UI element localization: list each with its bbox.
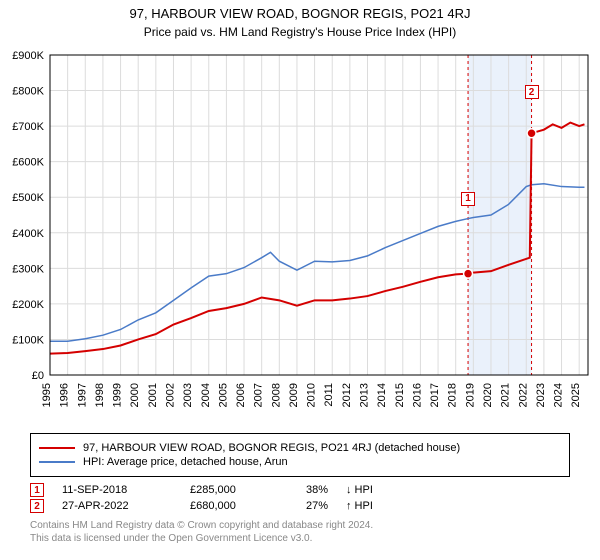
svg-text:1997: 1997 [76, 383, 88, 407]
svg-text:2018: 2018 [447, 383, 459, 407]
svg-text:2008: 2008 [270, 383, 282, 407]
line-chart-svg: £0 £100K £200K £300K £400K £500K £600K £700K £80… [0, 45, 600, 425]
legend: 97, HARBOUR VIEW ROAD, BOGNOR REGIS, PO2… [30, 433, 570, 477]
svg-text:2025: 2025 [570, 383, 582, 407]
sale-price: £285,000 [190, 484, 270, 496]
sale-marker: 1 [30, 483, 44, 497]
legend-label: HPI: Average price, detached house, Arun [83, 456, 288, 468]
legend-item: HPI: Average price, detached house, Arun [39, 456, 561, 468]
svg-text:£800K: £800K [12, 86, 44, 98]
svg-text:£200K: £200K [12, 299, 44, 311]
svg-text:£500K: £500K [12, 192, 44, 204]
legend-color-line [39, 461, 75, 463]
svg-text:2014: 2014 [376, 383, 388, 407]
sales-table: 1 11-SEP-2018 £285,000 38% ↓ HPI 2 27-APR-2022… [30, 483, 570, 513]
sale-date: 11-SEP-2018 [62, 484, 172, 496]
chart-area: £0 £100K £200K £300K £400K £500K £600K £700K £80… [0, 45, 600, 425]
svg-text:£600K: £600K [12, 157, 44, 169]
footnote-line-1: Contains HM Land Registry data © Crown c… [30, 519, 570, 532]
svg-text:£900K: £900K [12, 50, 44, 62]
svg-text:2001: 2001 [147, 383, 159, 407]
svg-text:2002: 2002 [164, 383, 176, 407]
sale-price: £680,000 [190, 500, 270, 512]
svg-text:2016: 2016 [411, 383, 423, 407]
footnote: Contains HM Land Registry data © Crown c… [30, 519, 570, 545]
svg-text:1995: 1995 [41, 383, 53, 407]
svg-text:£400K: £400K [12, 228, 44, 240]
sale-annotation: 2 [525, 85, 539, 99]
svg-text:£700K: £700K [12, 121, 44, 133]
footnote-line-2: This data is licensed under the Open Gov… [30, 532, 570, 545]
sale-direction: ↑ HPI [346, 500, 373, 512]
svg-text:£100K: £100K [12, 334, 44, 346]
svg-text:1998: 1998 [94, 383, 106, 407]
sale-direction: ↓ HPI [346, 484, 373, 496]
svg-text:2023: 2023 [535, 383, 547, 407]
svg-text:2007: 2007 [253, 383, 265, 407]
svg-text:2011: 2011 [323, 383, 335, 407]
svg-text:2022: 2022 [517, 383, 529, 407]
title-subtitle: Price paid vs. HM Land Registry's House … [0, 21, 600, 45]
svg-text:£300K: £300K [12, 263, 44, 275]
svg-text:2019: 2019 [464, 383, 476, 407]
svg-text:2003: 2003 [182, 383, 194, 407]
svg-text:1996: 1996 [59, 383, 71, 407]
svg-text:2020: 2020 [482, 383, 494, 407]
svg-text:2010: 2010 [306, 383, 318, 407]
legend-color-line [39, 447, 75, 449]
svg-text:£0: £0 [32, 370, 44, 382]
legend-item: 97, HARBOUR VIEW ROAD, BOGNOR REGIS, PO2… [39, 442, 561, 454]
svg-text:2015: 2015 [394, 383, 406, 407]
svg-text:2013: 2013 [359, 383, 371, 407]
sale-marker: 2 [30, 499, 44, 513]
sale-pct: 27% [288, 500, 328, 512]
sale-date: 27-APR-2022 [62, 500, 172, 512]
svg-text:2021: 2021 [500, 383, 512, 407]
svg-text:2005: 2005 [217, 383, 229, 407]
svg-text:2012: 2012 [341, 383, 353, 407]
title-address: 97, HARBOUR VIEW ROAD, BOGNOR REGIS, PO2… [0, 0, 600, 21]
legend-label: 97, HARBOUR VIEW ROAD, BOGNOR REGIS, PO2… [83, 442, 460, 454]
svg-text:2017: 2017 [429, 383, 441, 407]
svg-text:2006: 2006 [235, 383, 247, 407]
sale-annotation: 1 [461, 192, 475, 206]
svg-text:2024: 2024 [553, 383, 565, 407]
svg-text:2004: 2004 [200, 383, 212, 407]
sale-pct: 38% [288, 484, 328, 496]
svg-text:2000: 2000 [129, 383, 141, 407]
svg-text:2009: 2009 [288, 383, 300, 407]
sale-row: 2 27-APR-2022 £680,000 27% ↑ HPI [30, 499, 570, 513]
svg-text:1999: 1999 [112, 383, 124, 407]
sale-row: 1 11-SEP-2018 £285,000 38% ↓ HPI [30, 483, 570, 497]
